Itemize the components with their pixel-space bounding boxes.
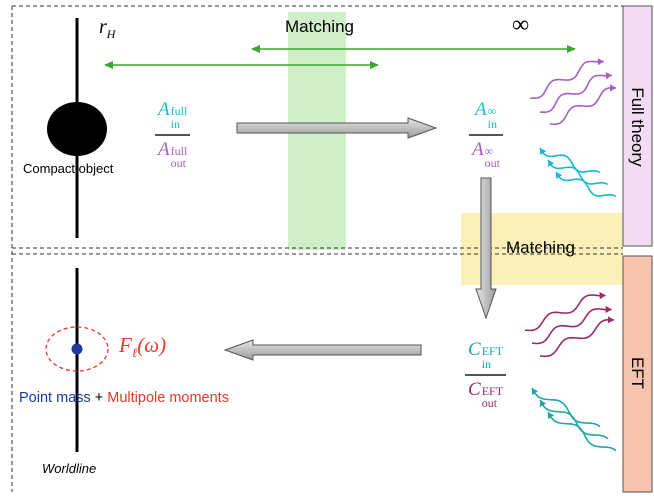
wave-in-full-3-head	[556, 172, 563, 179]
wave-out-full-3-head	[609, 84, 616, 92]
compact-object-label: Compact object	[23, 161, 114, 176]
eft-band	[622, 255, 653, 493]
wave-in-full-3	[555, 171, 617, 198]
wave-out-eft-3-head	[607, 316, 614, 324]
plus-label: +	[94, 390, 104, 406]
wave-out-full-2	[539, 74, 613, 113]
wave-out-full-3	[549, 86, 617, 126]
dashed-frame	[11, 5, 623, 492]
wave-out-full-1-head	[597, 58, 604, 66]
wave-in-full-1	[539, 147, 601, 174]
response-function: Fℓ(ω)	[119, 333, 167, 361]
arrow-inf-to-eft	[475, 177, 497, 320]
wave-in-eft-3-head	[547, 412, 555, 419]
compact-object	[47, 102, 107, 156]
fraction-full-denominator: A full out	[158, 138, 188, 171]
arrow-full-to-inf	[236, 117, 438, 139]
wave-in-full-2-head	[548, 160, 555, 167]
wave-in-eft-1-head	[531, 388, 539, 395]
multipole-label: Multipole moments	[107, 390, 229, 406]
wave-in-eft-1	[531, 387, 601, 428]
wave-in-full-2	[547, 159, 609, 186]
wave-out-eft-1-head	[599, 291, 606, 300]
point-mass-caption: Point mass + Multipole moments	[19, 390, 229, 406]
horizon-label: rH	[99, 16, 116, 41]
wave-in-full-1-head	[540, 148, 547, 155]
point-mass-label: Point mass	[19, 390, 91, 406]
multipole-halo	[45, 326, 109, 372]
wave-out-eft-2-head	[605, 305, 612, 314]
fraction-eft: C EFT in C EFT out	[465, 339, 507, 411]
fraction-inf-numerator: A ∞ in	[475, 99, 497, 131]
point-mass	[71, 343, 83, 355]
fraction-eft-denominator: C EFT out	[468, 378, 504, 411]
full-theory-label: Full theory	[628, 87, 647, 167]
fraction-full: A full in A full out	[155, 99, 191, 171]
fraction-inf: A ∞ in A ∞ out	[469, 100, 503, 170]
wave-out-eft-1	[524, 294, 606, 332]
full-theory-band	[622, 5, 653, 247]
matching-label-top: Matching	[285, 17, 354, 36]
wave-in-eft-2-head	[539, 400, 547, 407]
fraction-eft-numerator: C EFT in	[468, 339, 504, 371]
wave-out-full-2-head	[605, 72, 612, 80]
fraction-full-numerator: A full in	[158, 99, 188, 131]
wave-out-eft-2	[531, 308, 612, 345]
infinity-label: ∞	[512, 12, 530, 38]
wave-out-eft-3	[539, 318, 615, 358]
eft-label: EFT	[628, 356, 647, 390]
worldline-label: Worldline	[42, 461, 97, 476]
arrow-eft-to-worldline	[223, 339, 422, 361]
fraction-inf-denominator: A ∞ out	[472, 138, 500, 171]
wave-in-eft-2	[539, 399, 609, 440]
matching-label-mid: Matching	[506, 238, 575, 257]
wave-out-full-1	[529, 60, 604, 99]
wave-in-eft-3	[547, 411, 617, 452]
